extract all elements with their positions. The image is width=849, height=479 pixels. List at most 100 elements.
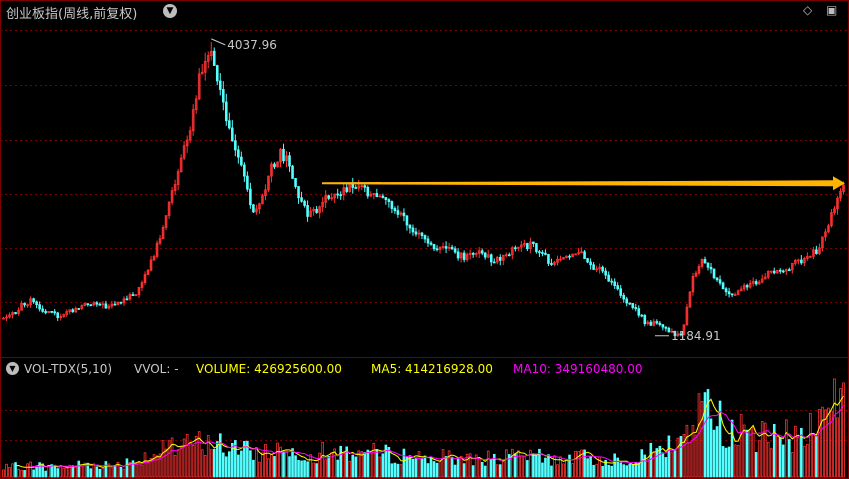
diamond-icon[interactable]: ◇ [803, 3, 813, 17]
candle-body [86, 303, 90, 306]
candle-body [387, 199, 391, 202]
volume-bar [170, 437, 174, 478]
candle-body [559, 258, 562, 261]
candle-body [778, 269, 782, 272]
volume-bar [288, 456, 291, 478]
candle-body [5, 316, 8, 319]
volume-indicator-name[interactable]: VOL-TDX(5,10) [24, 362, 113, 376]
candle-body [784, 269, 788, 272]
ma10-line [30, 404, 844, 468]
candle-body [751, 281, 755, 284]
volume-bar [246, 440, 249, 478]
candle-body [203, 60, 207, 73]
candle-body [781, 270, 785, 273]
volume-bar [489, 459, 493, 478]
volume-bar [514, 453, 517, 478]
candle-body [685, 306, 689, 326]
volume-bar [691, 425, 695, 478]
candle-body [432, 243, 436, 250]
volume-bar [604, 460, 607, 478]
volume-bar [706, 389, 710, 478]
candle-body [574, 253, 577, 256]
volume-bar [80, 465, 84, 478]
candle-body [806, 256, 809, 259]
candle-body [640, 314, 644, 317]
candle-body [221, 89, 225, 103]
candle-body [715, 277, 719, 281]
volume-bar [610, 465, 613, 478]
level-arrow-shape [322, 176, 845, 191]
candle-body [748, 282, 752, 288]
candle-body [589, 261, 592, 266]
volume-bar [309, 454, 312, 478]
volume-bar [327, 456, 330, 478]
candle-body [477, 250, 481, 254]
candle-body [414, 231, 418, 235]
volume-bar [414, 457, 418, 478]
candle-body [92, 302, 96, 306]
volume-bar [375, 449, 379, 478]
volume-bar [471, 465, 475, 478]
volume-bar [62, 467, 66, 478]
volume-bar [589, 456, 592, 478]
candle-body [691, 275, 695, 293]
volume-bar [800, 428, 803, 478]
volume-bar [188, 442, 192, 478]
candle-body [453, 248, 457, 253]
volume-bar [303, 460, 306, 478]
volume-bar [429, 456, 433, 478]
volume-bar [122, 468, 126, 478]
candle-body [234, 140, 237, 151]
candle-body [354, 187, 358, 189]
volume-bar [830, 410, 833, 478]
volume-bar [384, 444, 388, 478]
volume-bar [724, 447, 728, 478]
chevron-down-icon[interactable]: ▼ [163, 4, 177, 18]
candle-body [474, 253, 478, 255]
high-label: 4037.96 [227, 38, 277, 52]
candle-body [26, 304, 29, 307]
candle-body [80, 305, 84, 309]
candle-body [468, 252, 472, 255]
candle-body [757, 281, 761, 285]
candle-body [553, 261, 556, 265]
window-icon[interactable]: ▣ [826, 3, 838, 17]
volume-bar [781, 444, 785, 478]
candle-body [345, 187, 349, 192]
candle-body [261, 195, 264, 205]
volume-bar [234, 440, 237, 478]
candle-body [809, 255, 812, 258]
candle-body [312, 208, 315, 212]
candle-body [393, 208, 397, 212]
volume-bar [601, 466, 604, 478]
candle-body [760, 278, 764, 283]
volume-bar [637, 462, 641, 478]
volume-bar [197, 431, 201, 478]
candle-body [571, 253, 574, 258]
candle-body [604, 270, 607, 276]
volume-bar [11, 463, 14, 478]
volume-bar [273, 456, 276, 478]
candle-body [803, 258, 806, 264]
candle-body [258, 203, 261, 210]
candle-body [655, 321, 659, 324]
candle-body [113, 303, 117, 306]
volume-bar [607, 464, 610, 478]
volume-bar [110, 467, 114, 478]
volume-bar [565, 459, 568, 478]
volume-bar [818, 408, 821, 478]
candle-body [471, 252, 475, 255]
candle-body [769, 270, 773, 273]
candle-body [212, 50, 216, 66]
candle-body [378, 195, 382, 198]
candle-body [703, 259, 707, 264]
candle-body [276, 161, 279, 168]
volume-chevron-down-icon[interactable]: ▼ [6, 362, 19, 375]
candle-body [342, 187, 346, 196]
volume-bar [137, 462, 141, 478]
volume-bar [228, 451, 231, 478]
candle-body [29, 298, 32, 306]
level-arrow [322, 176, 845, 191]
candle-body [143, 274, 147, 284]
candle-body [619, 288, 623, 296]
